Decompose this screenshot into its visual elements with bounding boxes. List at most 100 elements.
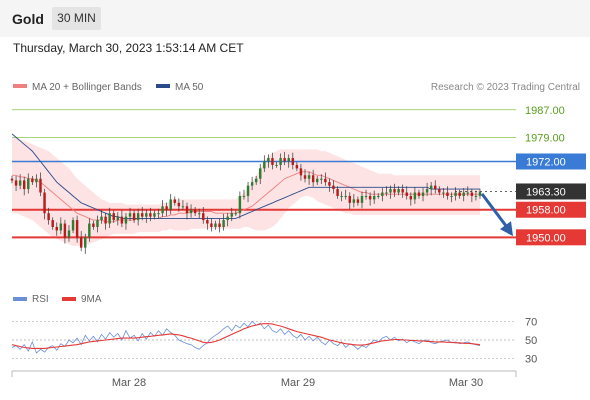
candle	[242, 195, 246, 197]
candle	[401, 189, 404, 193]
legend-ma50-label: MA 50	[175, 82, 204, 93]
candle	[446, 192, 449, 196]
candle	[136, 213, 140, 221]
bollinger-band	[12, 137, 480, 246]
x-tick-label: Mar 28	[112, 377, 146, 389]
candle	[112, 213, 115, 221]
forecast-arrow	[480, 192, 509, 229]
candle	[246, 185, 250, 196]
candle	[39, 178, 42, 193]
candle	[79, 237, 83, 248]
candle	[360, 195, 364, 203]
candle	[368, 195, 372, 200]
level-label: 1950.00	[526, 232, 566, 244]
candle	[173, 199, 177, 203]
candle	[189, 209, 193, 214]
candle	[259, 168, 262, 179]
candle	[320, 178, 323, 180]
candle	[108, 213, 111, 224]
candle	[120, 216, 124, 224]
legend-9ma-label: 9MA	[81, 294, 102, 305]
candle	[271, 158, 274, 165]
candle	[275, 164, 278, 166]
candle	[287, 158, 290, 162]
candle	[466, 192, 470, 194]
candle	[27, 178, 30, 190]
candle	[51, 220, 54, 227]
legend-rsi-label: RSI	[32, 294, 49, 305]
legend-ma20-label: MA 20 + Bollinger Bands	[32, 82, 142, 93]
candle	[100, 216, 103, 221]
level-label: 1958.00	[526, 205, 566, 217]
level-label-box	[516, 153, 586, 170]
candle	[234, 213, 238, 215]
candle	[413, 192, 417, 200]
rsi-line	[11, 320, 481, 354]
candle	[279, 158, 282, 165]
candle	[307, 175, 311, 179]
candle	[364, 195, 368, 197]
candle	[59, 223, 63, 231]
timeframe-button[interactable]: 30 MIN	[52, 7, 101, 30]
candle	[193, 209, 197, 214]
forecast-arrow-head	[500, 221, 513, 237]
rsi-tick-label: 70	[525, 316, 537, 328]
candle	[63, 223, 67, 238]
candle	[429, 185, 433, 190]
candle	[161, 206, 164, 214]
rsi-tick-label: 30	[525, 354, 537, 366]
rsi-panel: 70 50 30	[11, 316, 537, 366]
legend-9ma-swatch	[62, 297, 76, 301]
candle	[474, 195, 478, 197]
candle	[177, 202, 181, 207]
candle	[381, 192, 384, 196]
candle	[425, 189, 429, 193]
candle	[67, 230, 71, 238]
candle	[226, 216, 229, 221]
candle	[458, 192, 461, 196]
candle	[283, 158, 286, 162]
candle	[31, 178, 34, 183]
ma20-line	[12, 171, 480, 223]
candle	[397, 189, 400, 193]
instrument-title: Gold	[12, 11, 44, 27]
candle	[153, 213, 156, 217]
candle	[238, 195, 242, 214]
candle	[145, 213, 148, 217]
top-bar: Gold 30 MIN	[0, 0, 590, 37]
candle	[450, 195, 453, 197]
candle	[18, 180, 22, 186]
candle	[132, 213, 136, 221]
candle	[328, 182, 331, 186]
candle	[324, 178, 327, 183]
candle	[47, 213, 50, 221]
candle	[421, 192, 425, 196]
candle	[218, 223, 221, 227]
candle	[434, 185, 437, 190]
candle	[35, 178, 38, 183]
candle	[356, 199, 360, 203]
candle	[22, 180, 26, 190]
candle	[116, 216, 120, 221]
candle	[442, 192, 445, 194]
price-chart: 1987.00 1979.00 1972.00 1963.30 1958.00 1950.…	[10, 105, 586, 254]
level-label-box	[516, 201, 586, 218]
candle	[84, 237, 87, 248]
candle	[372, 195, 376, 200]
level-label: 1972.00	[526, 156, 566, 168]
candle	[385, 192, 388, 194]
candle	[214, 223, 217, 227]
rsi-tick-label: 50	[525, 335, 537, 347]
candle	[197, 213, 201, 215]
candle	[377, 195, 380, 197]
candle	[185, 206, 189, 214]
candle	[332, 185, 335, 190]
candle	[295, 164, 299, 169]
candle	[470, 192, 474, 196]
candle	[14, 180, 18, 186]
research-credit: Research © 2023 Trading Central	[431, 82, 580, 93]
candle	[389, 189, 392, 193]
candle	[315, 178, 319, 183]
x-tick-label: Mar 30	[449, 377, 483, 389]
